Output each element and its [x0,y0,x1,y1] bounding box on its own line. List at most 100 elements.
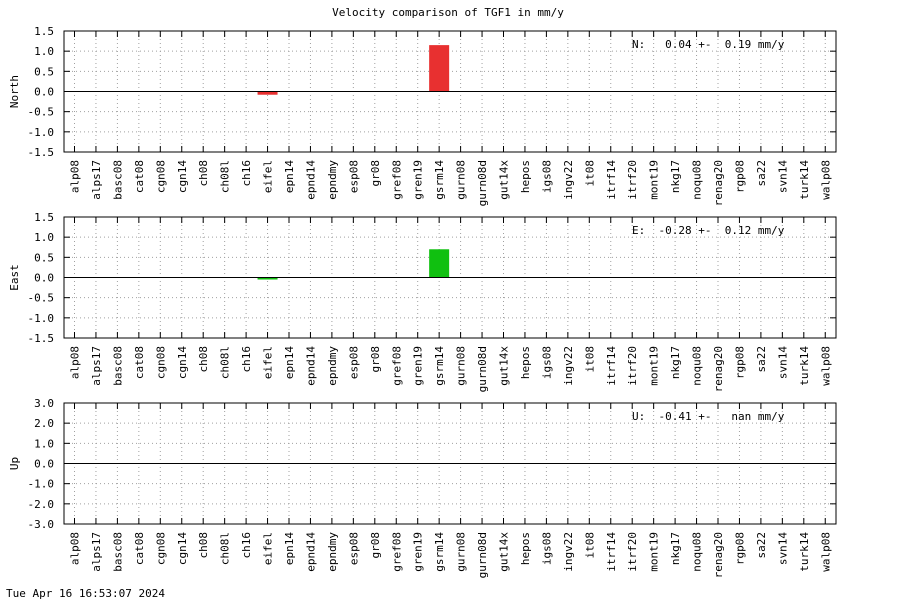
x-tick-label: igs08 [540,346,553,379]
x-tick-label: cgn08 [154,346,167,379]
x-tick-label: it08 [583,160,596,187]
x-tick-label: cgn14 [176,160,189,193]
panel-up: 3.0 2.0 1.0 0.0 -1.0 -2.0 -3.0 alp08 alps17 basc0… [8,397,837,578]
x-tick-label: eifel [262,346,275,379]
y-tick-label: -1.0 [28,312,55,325]
x-tick-label: rgp08 [733,532,746,565]
x-tick-label: ch08l [219,532,232,565]
x-tick-label: mont19 [648,532,661,572]
x-tick-label: itrf14 [605,160,618,200]
bar-eifel [257,277,278,280]
bar-eifel [257,91,278,95]
x-tick-label: itrf14 [605,346,618,386]
y-tick-label: -1.5 [28,332,55,345]
x-tick-label: eifel [262,160,275,193]
x-tick-label: hepos [519,532,532,565]
y-tick-label: 0.5 [34,251,54,264]
x-tick-label: hepos [519,346,532,379]
x-tick-label: hepos [519,160,532,193]
x-tick-label: eifel [262,532,275,565]
y-axis-label: Up [8,457,21,470]
x-tick-label: nkg17 [669,160,682,193]
x-tick-label: ch16 [240,346,253,373]
x-tick-label: ch08l [219,160,232,193]
x-tick-label: alp08 [69,532,82,565]
x-tick-label: turk14 [798,346,811,386]
panel-east: 1.5 1.0 0.5 0.0 -0.5 -1.0 -1.5 alp08 alps17 basc0… [8,211,837,392]
x-tick-label: gr08 [369,346,382,373]
y-tick-label: 1.0 [34,231,54,244]
bar-gsrm14 [429,249,450,278]
x-tick-label: renag20 [712,532,725,578]
x-tick-label: alps17 [90,346,103,386]
x-tick-label: epndmy [326,346,339,386]
y-tick-label: 0.0 [34,86,54,99]
x-tick-label: noqu08 [691,532,704,572]
x-tick-label: itrf20 [626,160,639,200]
stat-annotation: U: -0.41 +- nan mm/y [632,410,785,423]
x-tick-label: gurn08 [455,160,468,200]
x-tick-label: turk14 [798,532,811,572]
y-tick-label: 3.0 [34,397,54,410]
y-axis-label: East [8,264,21,291]
x-tick-label: ch08 [197,532,210,559]
x-tick-label: sa22 [755,532,768,559]
x-tick-label: epn14 [283,532,296,565]
x-tick-label: itrf20 [626,532,639,572]
x-tick-label: alp08 [69,160,82,193]
x-tick-label: gut14x [498,346,511,386]
x-tick-label: epn14 [283,160,296,193]
x-tick-label: gurn08d [476,346,489,392]
x-tick-label: ch08 [197,160,210,187]
x-tick-label: epnd14 [304,346,317,386]
x-tick-label: alp08 [69,346,82,379]
x-tick-label: renag20 [712,346,725,392]
x-tick-label: rgp08 [733,346,746,379]
x-tick-label: sa22 [755,346,768,373]
x-tick-label: epnd14 [304,532,317,572]
x-tick-label: basc08 [111,532,124,572]
y-axis-label: North [8,75,21,108]
x-tick-label: svn14 [776,160,789,193]
x-tick-label: sa22 [755,160,768,187]
x-tick-label: gren19 [412,346,425,386]
x-tick-label: noqu08 [691,346,704,386]
x-tick-label: basc08 [111,160,124,200]
x-tick-label: gsrm14 [433,160,446,200]
x-tick-label: walp08 [819,346,832,386]
x-tick-label: gren19 [412,160,425,200]
panel-north: 1.5 1.0 0.5 0.0 -0.5 -1.0 -1.5 alp08 alps17 basc0… [8,25,837,206]
x-tick-label: turk14 [798,160,811,200]
x-tick-label: gut14x [498,160,511,200]
x-tick-label: gurn08d [476,532,489,578]
x-tick-label: epnd14 [304,160,317,200]
chart-panels: 1.5 1.0 0.5 0.0 -0.5 -1.0 -1.5 alp08 alps17 basc0… [8,25,837,578]
y-tick-label: 1.5 [34,25,54,38]
x-tick-label: svn14 [776,532,789,565]
x-tick-label: mont19 [648,346,661,386]
x-tick-label: svn14 [776,346,789,379]
x-tick-label: igs08 [540,160,553,193]
y-tick-label: 1.0 [34,437,54,450]
x-tick-label: gren19 [412,532,425,572]
x-tick-label: ch08l [219,346,232,379]
timestamp: Tue Apr 16 16:53:07 2024 [6,587,165,600]
x-tick-label: gref08 [390,346,403,386]
plot-frame [63,216,837,339]
x-tick-label: gurn08d [476,160,489,206]
x-tick-label: itrf14 [605,532,618,572]
x-tick-label: ch16 [240,532,253,559]
x-tick-label: noqu08 [691,160,704,200]
x-tick-label: cgn14 [176,532,189,565]
x-tick-label: nkg17 [669,346,682,379]
x-tick-label: gref08 [390,160,403,200]
x-tick-label: walp08 [819,532,832,572]
x-tick-label: ingv22 [562,346,575,386]
x-tick-label: cgn08 [154,160,167,193]
y-tick-label: -1.0 [28,126,55,139]
y-tick-label: -1.0 [28,478,55,491]
y-tick-label: 1.5 [34,211,54,224]
stat-annotation: E: -0.28 +- 0.12 mm/y [632,224,785,237]
x-tick-label: igs08 [540,532,553,565]
x-tick-label: basc08 [111,346,124,386]
